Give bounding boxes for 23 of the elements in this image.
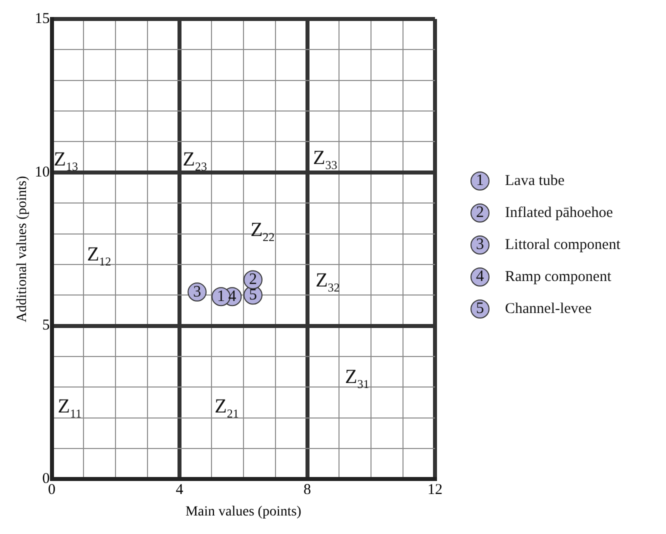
x-tick-label: 4 [176, 482, 184, 498]
y-tick-label: 5 [42, 318, 50, 334]
annotation: 5 [248, 286, 257, 304]
annotation: 2 [248, 270, 257, 288]
legend-label: Ramp component [505, 268, 612, 285]
text: 5 [476, 300, 484, 318]
text: 2 [476, 204, 484, 222]
text: 3 [476, 236, 484, 254]
annotation: 3 [193, 283, 202, 300]
legend-label: Inflated pāhoehoe [505, 204, 614, 221]
x-tick-label: 8 [304, 482, 312, 498]
y-axis-title: Additional values (points) [15, 176, 30, 322]
text: 4 [476, 268, 484, 286]
y-tick-label: 15 [34, 10, 50, 27]
legend-label: Channel-levee [505, 300, 592, 317]
x-tick-label: 12 [428, 482, 442, 498]
text: 1 [476, 172, 484, 190]
legend-label: Lava tube [505, 172, 565, 189]
x-axis-title: Main values (points) [185, 504, 302, 520]
y-tick-label: 10 [34, 164, 50, 180]
y-tick-label: 0 [42, 471, 50, 488]
legend-label: Littoral component [505, 236, 622, 253]
annotation: 1 [217, 288, 226, 305]
